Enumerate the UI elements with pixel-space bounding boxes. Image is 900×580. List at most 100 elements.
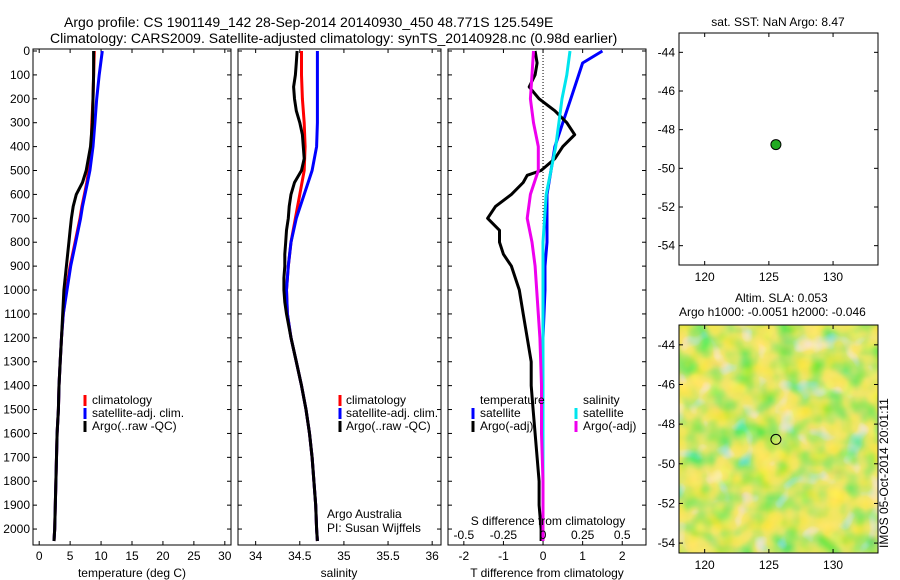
latitude-tick-label: -50 — [658, 161, 676, 175]
sla-map-axes-box — [678, 324, 879, 554]
sla-map-tick-labels: 120 125 130 -44 -46 -48 -50 -52 -54 — [658, 325, 878, 572]
t-difference-tick-label: -1 — [498, 549, 509, 563]
temperature-tick-label: 0 — [36, 549, 43, 563]
s-difference-tick-label: -0.25 — [490, 528, 518, 542]
temperature-tick-label: 15 — [125, 549, 139, 563]
depth-tick-label: 800 — [10, 235, 30, 249]
depth-tick-label: 500 — [10, 164, 30, 178]
depth-tick-label: 1500 — [3, 403, 30, 417]
legend-label-argo: Argo(..raw -QC) — [92, 419, 177, 433]
depth-tick-label: 1800 — [3, 474, 30, 488]
depth-tick-label: 200 — [10, 92, 30, 106]
temperature-tick-labels: 0 5 10 15 20 25 30 — [36, 49, 232, 563]
argo-location-marker — [770, 139, 782, 151]
location-map-tick-labels: 120 125 130 -44 -46 -48 -50 -52 -54 — [658, 33, 878, 284]
argo-location-marker — [770, 433, 782, 445]
longitude-tick-label: 125 — [759, 270, 779, 284]
legend-label-t-argo: Argo(-adj) — [480, 419, 533, 433]
s-difference-label: S difference from climatology — [471, 514, 626, 528]
salinity-tick-label: 34.5 — [288, 549, 312, 563]
depth-tick-label: 600 — [10, 187, 30, 201]
s-difference-tick-label: 0.5 — [614, 528, 631, 542]
t-difference-tick-label: -2 — [459, 549, 470, 563]
depth-tick-label: 700 — [10, 211, 30, 225]
latitude-tick-label: -52 — [658, 496, 676, 510]
temperature-line-satelliteadjclim — [52, 50, 104, 542]
legend-label-argo: Argo(..raw -QC) — [346, 419, 431, 433]
longitude-tick-label: 120 — [695, 558, 715, 572]
sla-map-title: Altim. SLA: 0.053 — [735, 291, 828, 305]
legend-title-salinity: salinity — [583, 393, 620, 407]
depth-tick-label: 900 — [10, 259, 30, 273]
salinity-tick-label: 34 — [249, 549, 263, 563]
header-line1: Argo profile: CS 1901149_142 28-Sep-2014… — [64, 14, 553, 30]
sla-map-subtitle: Argo h1000: -0.0051 h2000: -0.046 — [679, 305, 866, 319]
difference-series — [486, 49, 604, 541]
temperature-series — [52, 50, 104, 542]
t-difference-tick-label: 2 — [619, 549, 626, 563]
latitude-tick-label: -50 — [658, 457, 676, 471]
difference-axes-box — [447, 48, 647, 546]
temperature-line-climatology — [52, 50, 96, 542]
legend-label-satellite: satellite-adj. clim. — [346, 406, 438, 420]
longitude-tick-label: 120 — [695, 270, 715, 284]
depth-tick-label: 2000 — [3, 522, 30, 536]
latitude-tick-label: -52 — [658, 200, 676, 214]
depth-tick-label: 1100 — [4, 307, 30, 321]
imos-side-label: IMOS 05-Oct-2014 20:01:11 — [877, 398, 891, 548]
temperature-line-argorawqc — [52, 51, 96, 542]
difference-line-salinity-argoadj — [525, 50, 545, 541]
legend-label-climatology: climatology — [346, 393, 406, 407]
latitude-tick-label: -48 — [658, 417, 676, 431]
longitude-tick-label: 125 — [759, 558, 779, 572]
difference-line-temperature-argoadj — [486, 50, 577, 541]
legend-title-temperature: temperature — [480, 393, 545, 407]
location-map-panel: sat. SST: NaN Argo: 8.47 120 125 130 -44 -46… — [658, 15, 879, 284]
depth-tick-label: 1900 — [3, 498, 30, 512]
depth-tick-label: 1400 — [3, 379, 30, 393]
location-map-title: sat. SST: NaN Argo: 8.47 — [711, 15, 845, 29]
latitude-tick-label: -54 — [658, 239, 676, 253]
header-line2: Climatology: CARS2009. Satellite-adjuste… — [50, 30, 617, 46]
difference-line-salinity-satellite — [541, 50, 572, 541]
t-difference-tick-label: 0 — [540, 549, 547, 563]
latitude-tick-label: -46 — [658, 377, 676, 391]
depth-tick-label: 1600 — [3, 426, 30, 440]
t-difference-tick-label: 1 — [579, 549, 586, 563]
sla-map-points — [770, 433, 782, 445]
salinity-xlabel: salinity — [321, 566, 358, 580]
legend-label-climatology: climatology — [92, 393, 152, 407]
temperature-tick-label: 20 — [156, 549, 170, 563]
longitude-tick-label: 130 — [823, 270, 843, 284]
temperature-panel: 0100200300400500600700800900100011001200… — [3, 44, 232, 580]
depth-tick-labels: 0 100 200 300 400 500 600 700 800 900 1000 1100 1200… — [3, 44, 231, 536]
temperature-tick-label: 25 — [187, 549, 201, 563]
salinity-legend: climatology satellite-adj. clim. Argo(..… — [338, 393, 438, 433]
sla-heatmap — [679, 325, 878, 553]
salinity-series — [282, 50, 319, 542]
salinity-tick-labels: 34 34.5 35 35.5 36 — [238, 49, 441, 563]
temperature-tick-label: 30 — [218, 549, 232, 563]
depth-tick-label: 400 — [10, 140, 30, 154]
difference-line-temperature-satellite — [541, 49, 604, 541]
temperature-tick-label: 5 — [67, 549, 74, 563]
salinity-tick-label: 35.5 — [376, 549, 400, 563]
latitude-tick-label: -54 — [658, 536, 676, 550]
salinity-tick-label: 36 — [425, 549, 439, 563]
temperature-xlabel: temperature (deg C) — [78, 566, 186, 580]
salinity-line-argorawqc — [282, 50, 319, 542]
s-difference-tick-labels: -0.5 -0.25 0 0.25 0.5 — [453, 528, 630, 542]
legend-label-s-satellite: satellite — [583, 406, 624, 420]
sla-map-panel: Altim. SLA: 0.053 Argo h1000: -0.0051 h2… — [658, 291, 891, 572]
depth-tick-label: 1700 — [3, 450, 30, 464]
location-map-points — [770, 139, 782, 151]
latitude-tick-label: -48 — [658, 123, 676, 137]
s-difference-tick-label: 0.25 — [571, 528, 595, 542]
depth-tick-label: 0 — [23, 44, 30, 58]
s-difference-tick-label: -0.5 — [453, 528, 474, 542]
depth-tick-label: 1300 — [3, 355, 30, 369]
salinity-tick-label: 35 — [337, 549, 351, 563]
s-difference-tick-label: 0 — [540, 528, 547, 542]
depth-tick-label: 300 — [10, 116, 30, 130]
